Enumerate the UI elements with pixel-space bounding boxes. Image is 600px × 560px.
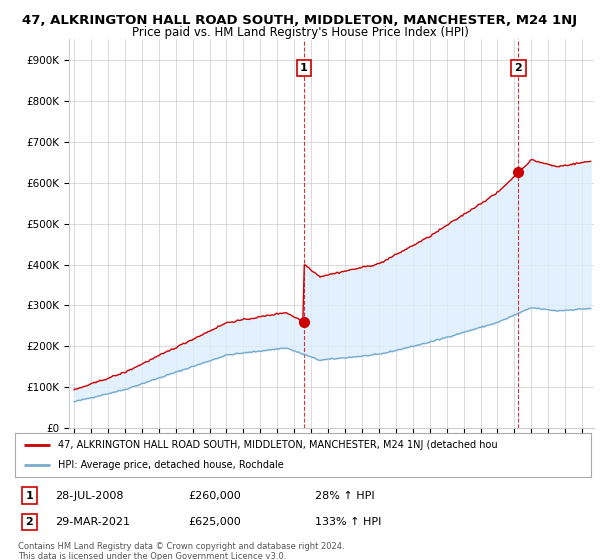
Text: Price paid vs. HM Land Registry's House Price Index (HPI): Price paid vs. HM Land Registry's House … bbox=[131, 26, 469, 39]
Text: 29-MAR-2021: 29-MAR-2021 bbox=[55, 517, 130, 527]
Text: 28% ↑ HPI: 28% ↑ HPI bbox=[314, 491, 374, 501]
Text: 1: 1 bbox=[26, 491, 33, 501]
Text: £260,000: £260,000 bbox=[188, 491, 241, 501]
Text: 47, ALKRINGTON HALL ROAD SOUTH, MIDDLETON, MANCHESTER, M24 1NJ (detached hou: 47, ALKRINGTON HALL ROAD SOUTH, MIDDLETO… bbox=[58, 440, 498, 450]
Text: 28-JUL-2008: 28-JUL-2008 bbox=[55, 491, 124, 501]
Text: HPI: Average price, detached house, Rochdale: HPI: Average price, detached house, Roch… bbox=[58, 460, 284, 470]
Text: 133% ↑ HPI: 133% ↑ HPI bbox=[314, 517, 381, 527]
Text: 2: 2 bbox=[515, 63, 523, 73]
Text: £625,000: £625,000 bbox=[188, 517, 241, 527]
Text: 47, ALKRINGTON HALL ROAD SOUTH, MIDDLETON, MANCHESTER, M24 1NJ: 47, ALKRINGTON HALL ROAD SOUTH, MIDDLETO… bbox=[22, 14, 578, 27]
Text: 1: 1 bbox=[300, 63, 308, 73]
Text: 2: 2 bbox=[26, 517, 33, 527]
Text: Contains HM Land Registry data © Crown copyright and database right 2024.
This d: Contains HM Land Registry data © Crown c… bbox=[18, 542, 344, 560]
